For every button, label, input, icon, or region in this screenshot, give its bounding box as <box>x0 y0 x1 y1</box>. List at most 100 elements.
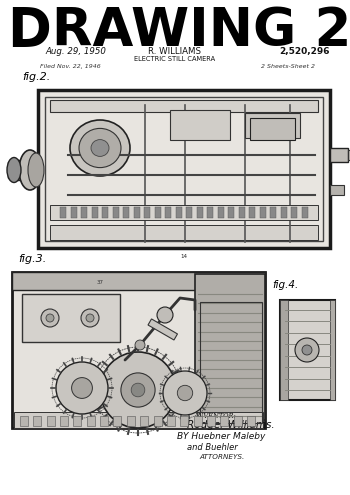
Bar <box>176 207 182 218</box>
Bar <box>167 416 175 426</box>
Circle shape <box>295 338 319 362</box>
Circle shape <box>56 362 108 414</box>
Bar <box>92 207 98 218</box>
Circle shape <box>41 309 59 327</box>
Ellipse shape <box>7 157 21 183</box>
Bar <box>280 300 288 400</box>
Bar <box>194 416 202 426</box>
Bar <box>140 416 148 426</box>
Bar <box>195 274 265 420</box>
Bar <box>250 118 295 140</box>
Bar <box>207 207 213 218</box>
Bar <box>180 416 188 426</box>
Bar <box>50 225 318 240</box>
Circle shape <box>157 307 173 323</box>
Circle shape <box>135 340 145 350</box>
Text: BY Huebner Maleby: BY Huebner Maleby <box>177 432 265 441</box>
Bar <box>228 207 235 218</box>
Bar <box>245 113 300 138</box>
Bar <box>87 416 95 426</box>
Text: ELECTRIC STILL CAMERA: ELECTRIC STILL CAMERA <box>134 56 216 62</box>
Circle shape <box>100 352 176 428</box>
Text: R. WILLIAMS: R. WILLIAMS <box>148 47 202 56</box>
Text: fig.3.: fig.3. <box>18 254 46 264</box>
Bar <box>70 207 77 218</box>
Text: INVENTOR:: INVENTOR: <box>195 412 236 420</box>
Text: Rodger Williams.: Rodger Williams. <box>187 420 275 430</box>
Bar <box>22 294 120 342</box>
Bar <box>60 416 68 426</box>
Circle shape <box>131 383 145 397</box>
Bar <box>33 416 41 426</box>
Bar <box>348 150 350 160</box>
Text: fig.2.: fig.2. <box>22 72 50 82</box>
Text: 2,520,296: 2,520,296 <box>280 47 330 56</box>
Bar <box>155 207 161 218</box>
Bar <box>113 207 119 218</box>
Bar <box>197 207 203 218</box>
Bar <box>127 416 135 426</box>
Bar <box>281 207 287 218</box>
Bar <box>102 207 108 218</box>
Bar <box>330 148 348 162</box>
Ellipse shape <box>28 153 44 187</box>
Bar <box>50 100 318 112</box>
Bar <box>81 207 87 218</box>
Bar <box>60 207 66 218</box>
Circle shape <box>163 371 207 415</box>
Text: DRAWING 2: DRAWING 2 <box>8 5 350 57</box>
Bar <box>260 207 266 218</box>
Text: ATTORNEYS.: ATTORNEYS. <box>199 454 244 460</box>
Bar <box>234 416 241 426</box>
Text: Filed Nov. 22, 1946: Filed Nov. 22, 1946 <box>40 64 101 69</box>
Bar <box>100 416 108 426</box>
Bar <box>271 207 276 218</box>
Text: 37: 37 <box>97 280 104 285</box>
Bar <box>20 416 28 426</box>
Bar <box>47 416 55 426</box>
Bar <box>247 416 255 426</box>
Bar <box>200 302 262 423</box>
Bar <box>250 207 256 218</box>
Bar <box>148 319 177 340</box>
Bar <box>113 416 121 426</box>
Ellipse shape <box>70 120 130 176</box>
Circle shape <box>302 345 312 355</box>
Bar <box>302 207 308 218</box>
Ellipse shape <box>79 128 121 168</box>
Circle shape <box>121 373 155 407</box>
Bar <box>170 110 230 140</box>
Bar <box>123 207 129 218</box>
Bar <box>207 416 215 426</box>
Ellipse shape <box>19 150 41 190</box>
Bar <box>50 205 318 220</box>
Bar <box>292 207 298 218</box>
Text: 14: 14 <box>181 254 188 259</box>
Text: and Buehler: and Buehler <box>187 443 238 452</box>
Bar <box>220 416 228 426</box>
Circle shape <box>86 314 94 322</box>
Text: fig.4.: fig.4. <box>272 280 298 290</box>
Circle shape <box>81 309 99 327</box>
Bar <box>239 207 245 218</box>
Bar <box>154 416 162 426</box>
Bar <box>330 300 335 400</box>
Bar <box>12 272 265 428</box>
Bar <box>12 272 265 290</box>
Circle shape <box>72 378 92 398</box>
Bar <box>14 412 263 428</box>
Bar <box>16 160 36 180</box>
Bar <box>186 207 192 218</box>
Circle shape <box>177 385 193 400</box>
Bar <box>74 416 82 426</box>
Text: Aug. 29, 1950: Aug. 29, 1950 <box>45 47 106 56</box>
Bar <box>38 90 330 248</box>
Text: 2 Sheets-Sheet 2: 2 Sheets-Sheet 2 <box>261 64 315 69</box>
Bar <box>144 207 150 218</box>
Bar <box>8 162 20 178</box>
Bar <box>280 300 335 400</box>
Bar <box>134 207 140 218</box>
Ellipse shape <box>91 140 109 156</box>
Circle shape <box>46 314 54 322</box>
Bar <box>218 207 224 218</box>
